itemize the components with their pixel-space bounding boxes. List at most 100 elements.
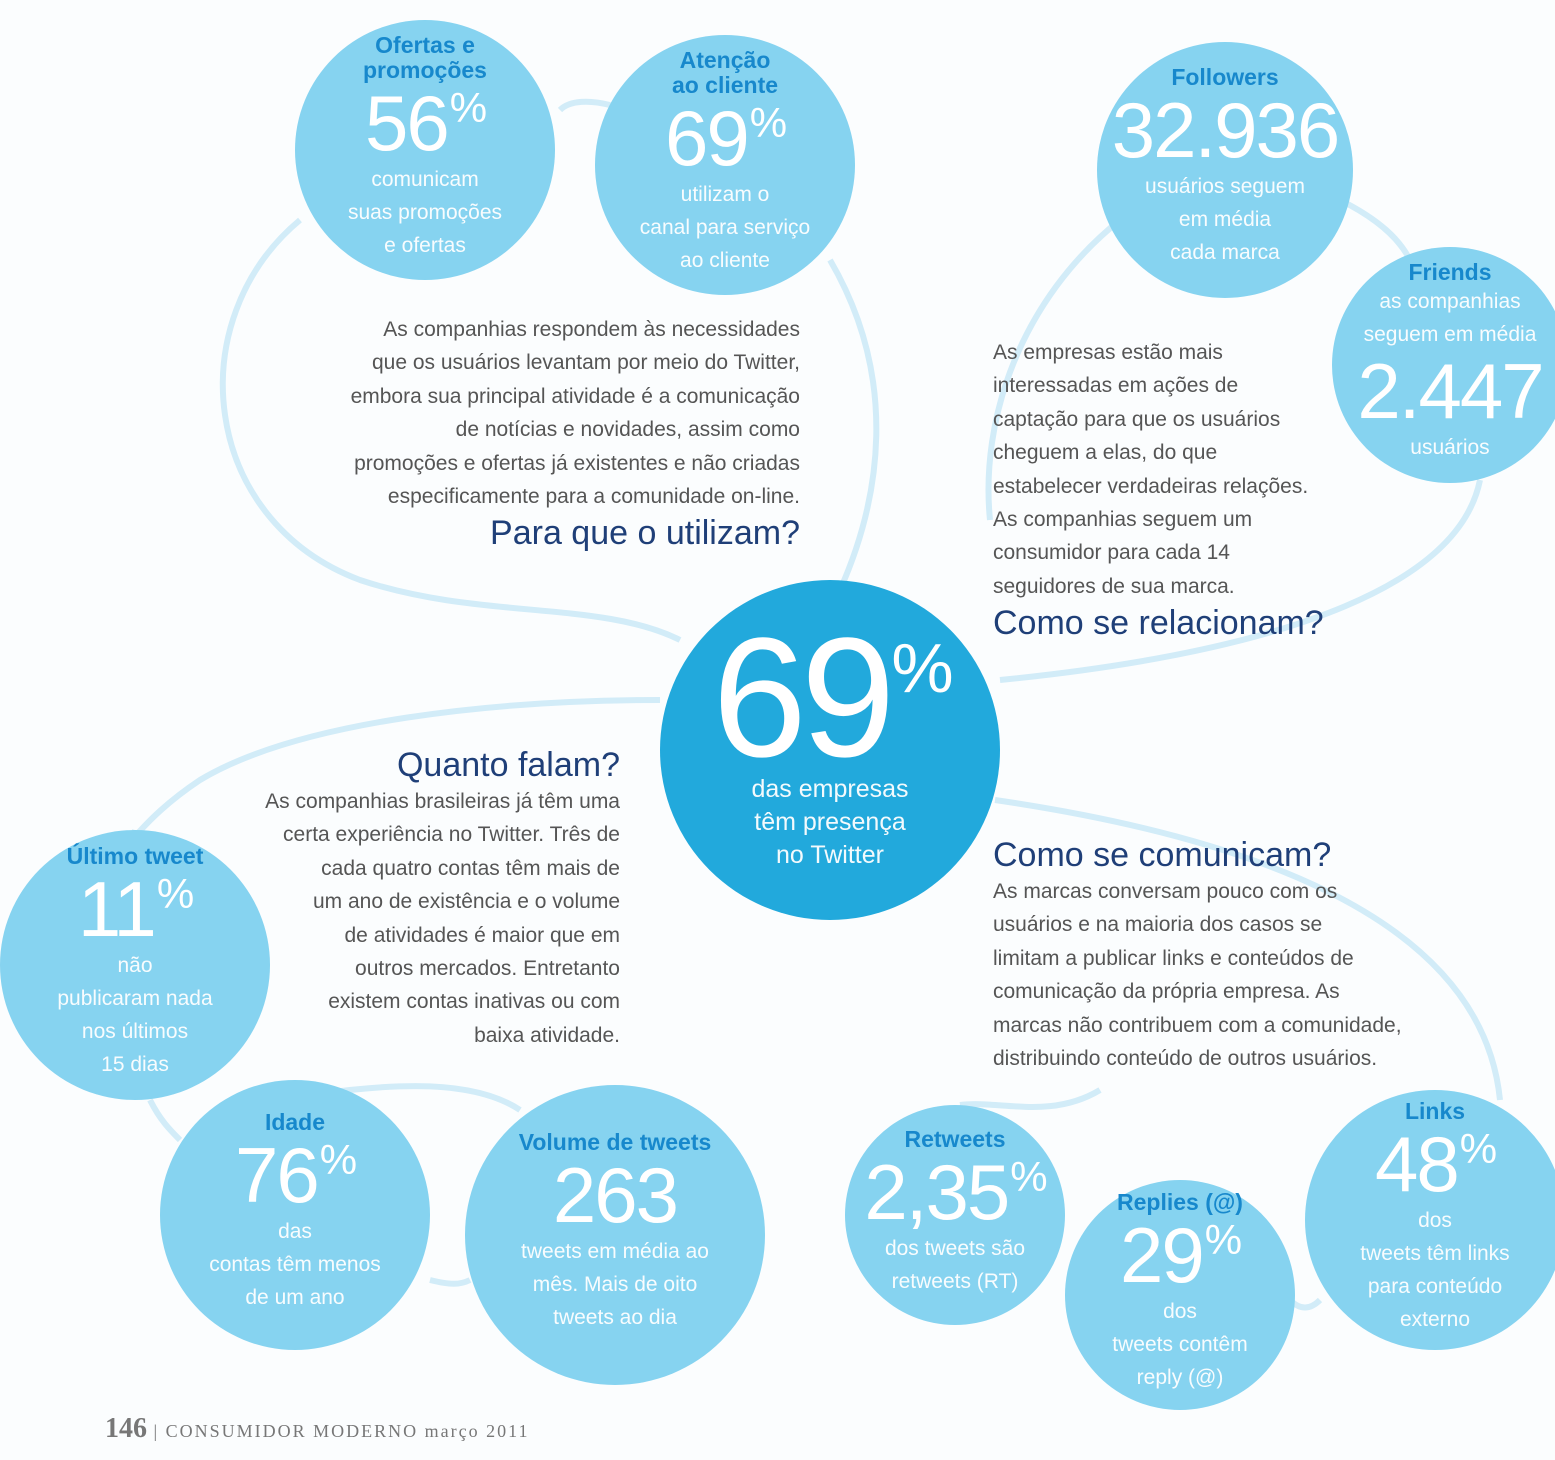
connector bbox=[985, 217, 1122, 521]
bubble-caption: cada marca bbox=[1170, 241, 1280, 264]
value-unit: % bbox=[891, 628, 953, 707]
center-caption: das empresas bbox=[751, 774, 909, 803]
value-number: 2,35 bbox=[864, 1147, 1010, 1236]
section-line: marcas não contribuem com a comunidade, bbox=[993, 1013, 1402, 1037]
bubble-title: Links bbox=[1404, 1097, 1466, 1124]
connector bbox=[429, 1277, 472, 1287]
bubble-caption: 15 dias bbox=[101, 1052, 169, 1076]
stat-bubble: Followers 32.936 usuários seguem em média ca… bbox=[1097, 42, 1353, 298]
bubble-title: Atenção bbox=[679, 46, 771, 73]
section-line: baixa atividade. bbox=[474, 1023, 620, 1047]
stat-bubble: Último tweet 11% não publicaram nada nos últ… bbox=[0, 830, 270, 1100]
section-line: especificamente para a comunidade on-lin… bbox=[387, 485, 800, 509]
center-caption: têm presença bbox=[754, 807, 906, 836]
value: 2,35% bbox=[864, 1152, 1047, 1232]
section-line: estabelecer verdadeiras relações. bbox=[993, 474, 1309, 498]
section-line: embora sua principal atividade é a comun… bbox=[350, 384, 800, 408]
value-number: 29 bbox=[1119, 1211, 1205, 1299]
value: 48% bbox=[1375, 1124, 1497, 1204]
value-unit: % bbox=[319, 1136, 357, 1183]
bubble-caption: usuários seguem bbox=[1145, 175, 1305, 198]
value: 69% bbox=[665, 98, 787, 178]
bubble-caption: para conteúdo bbox=[1367, 1274, 1503, 1298]
bubble-caption: tweets contêm bbox=[1112, 1333, 1248, 1356]
connector bbox=[557, 98, 611, 113]
bubble-caption: canal para serviço bbox=[639, 215, 811, 239]
section-heading: Quanto falam? bbox=[396, 746, 620, 784]
connector bbox=[994, 797, 1503, 1101]
bubble-caption: de um ano bbox=[245, 1286, 345, 1309]
bubble-caption: as companhias bbox=[1379, 290, 1521, 313]
bubble-caption: em média bbox=[1178, 208, 1272, 231]
value: 56% bbox=[365, 83, 487, 163]
value: 76% bbox=[235, 1135, 357, 1215]
stat-bubble: Idade 76% das contas têm menos de um ano bbox=[160, 1080, 430, 1350]
value-number: 2.447 bbox=[1357, 347, 1544, 435]
value-number: 263 bbox=[552, 1151, 679, 1239]
bubble-caption: das bbox=[278, 1220, 312, 1243]
bubble-caption: dos bbox=[1163, 1300, 1197, 1323]
bubble-title: Idade bbox=[264, 1109, 326, 1135]
value-number: 69 bbox=[712, 602, 895, 793]
stat-bubble: Ofertas e promoções 56% comunicam suas promo… bbox=[295, 20, 555, 280]
section-heading: Como se relacionam? bbox=[993, 604, 1324, 643]
value: 32.936 bbox=[1112, 90, 1341, 170]
bubble-title: Retweets bbox=[904, 1125, 1006, 1152]
section-line: distribuindo conteúdo de outros usuários… bbox=[993, 1047, 1378, 1071]
section-line: As companhias seguem um bbox=[993, 508, 1253, 532]
section-line: existem contas inativas ou com bbox=[328, 990, 620, 1014]
bubble-caption: usuários bbox=[1410, 436, 1490, 459]
value-number: 69 bbox=[664, 93, 750, 182]
connector bbox=[1338, 197, 1413, 262]
section-line: certa experiência no Twitter. Três de bbox=[283, 823, 620, 847]
bubble-title: Volume de tweets bbox=[518, 1129, 712, 1155]
section-line: promoções e ofertas já existentes e não … bbox=[354, 451, 800, 475]
section-line: consumidor para cada 14 bbox=[993, 541, 1230, 565]
section-line: cada quatro contas têm mais de bbox=[321, 856, 620, 880]
bubble-caption: tweets em média ao bbox=[521, 1240, 709, 1263]
connector bbox=[219, 217, 682, 643]
value-unit: % bbox=[749, 98, 787, 146]
value-number: 11 bbox=[77, 864, 157, 953]
section-line: de atividades é maior que em bbox=[344, 923, 621, 947]
bubble-caption: e ofertas bbox=[384, 233, 466, 257]
connector bbox=[827, 258, 880, 592]
value: 69% bbox=[712, 613, 953, 783]
connector bbox=[959, 1087, 1102, 1110]
stat-bubble: Friends as companhias seguem em média 2.447… bbox=[1332, 247, 1555, 483]
text-section: Quanto falam? As companhias brasileiras j… bbox=[200, 745, 620, 1052]
section-line: outros mercados. Entretanto bbox=[355, 957, 620, 981]
text-section: Como se comunicam? As marcas conversam po… bbox=[993, 835, 1493, 1075]
section-line: captação para que os usuários bbox=[993, 407, 1281, 431]
bubble-caption: comunicam bbox=[371, 167, 479, 191]
stat-bubble: Volume de tweets 263 tweets em média ao mês… bbox=[465, 1085, 765, 1385]
section-line: usuários e na maioria dos casos se bbox=[993, 913, 1323, 937]
bubble-caption: publicaram nada bbox=[57, 986, 213, 1010]
text-section: As companhias respondem às necessidades q… bbox=[300, 313, 800, 553]
bubble-caption: mês. Mais de oito bbox=[532, 1273, 698, 1296]
section-line: As marcas conversam pouco com os bbox=[993, 880, 1338, 903]
value: 263 bbox=[553, 1155, 679, 1235]
bubble-caption: contas têm menos bbox=[209, 1253, 381, 1276]
section-line: As empresas estão mais bbox=[993, 341, 1223, 364]
section-line: que os usuários levantam por meio do Twi… bbox=[371, 351, 800, 375]
bubble-caption: suas promoções bbox=[347, 200, 503, 224]
section-line: interessadas em ações de bbox=[993, 374, 1239, 398]
bubble-caption: tweets têm links bbox=[1360, 1241, 1510, 1265]
bubble-caption: dos bbox=[1418, 1208, 1452, 1232]
value-number: 48 bbox=[1374, 1119, 1460, 1208]
text-section: As empresas estão mais interessadas em aç… bbox=[993, 336, 1443, 643]
value-unit: % bbox=[1204, 1216, 1242, 1263]
bubble-title: promoções bbox=[363, 56, 487, 83]
value-unit: % bbox=[156, 869, 194, 917]
bubble-title: Friends bbox=[1408, 259, 1492, 285]
bubble-caption: dos tweets são bbox=[884, 1236, 1026, 1260]
section-line: As companhias brasileiras já têm uma bbox=[265, 790, 620, 813]
value: 2.447 bbox=[1357, 351, 1544, 431]
section-heading: Para que o utilizam? bbox=[490, 514, 800, 553]
bubble-title: Último tweet bbox=[66, 842, 204, 869]
page-number: 146 bbox=[105, 1413, 147, 1444]
value-number: 76 bbox=[234, 1131, 320, 1219]
